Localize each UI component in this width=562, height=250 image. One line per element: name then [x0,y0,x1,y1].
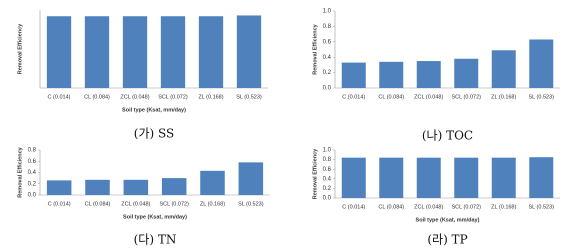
bar [491,50,516,88]
x-tick-label: CL (0.084) [378,94,404,100]
x-tick-label: SL (0.523) [238,201,264,207]
y-tick-label: 0.0 [323,196,332,202]
caption: (라) TP [427,233,467,247]
x-tick-label: SCL (0.072) [452,94,482,100]
x-tick-label: ZCL (0.048) [414,94,443,100]
bar [379,61,404,88]
bar [238,162,264,195]
y-tick-label: 0.8 [28,148,37,154]
caption: (나) TOC [422,129,473,143]
bar [198,16,224,89]
y-tick-label: 0.2 [28,181,37,187]
x-tick-label: C (0.014) [48,201,71,207]
x-tick-label: ZL (0.168) [491,204,516,210]
bar [161,178,187,195]
bar [160,16,186,89]
x-tick-label: C (0.014) [342,204,365,210]
y-tick-label: 0.8 [323,24,332,30]
bar [416,61,441,88]
y-tick-label: 1.0 [323,9,332,15]
x-tick-label: CL (0.084) [85,201,111,207]
bar [454,58,479,88]
y-tick-label: 0.2 [323,186,332,192]
bar [529,39,554,88]
x-tick-label: SL (0.523) [529,94,555,100]
y-tick-label: 0.4 [323,55,332,61]
x-tick-label: C (0.014) [48,94,71,100]
y-tick-label: 0.0 [323,86,332,92]
y-axis-label: Removal Efficiency [312,23,318,74]
x-tick-label: CL (0.084) [378,204,404,210]
y-tick-label: 0.4 [323,176,332,182]
y-axis-label: Removal Efficiency [312,148,318,199]
x-tick-label: ZCL (0.048) [414,204,443,210]
y-tick-label: 0.0 [28,193,37,199]
bar [85,179,110,195]
y-axis-label: Removal Efficiency [17,146,23,197]
y-axis-label: Removal Efficiency [17,23,23,74]
y-tick-label: 0.6 [28,159,37,165]
x-tick-label: ZL (0.168) [198,94,223,100]
x-tick-label: C (0.014) [342,94,365,100]
y-tick-label: 0.2 [323,70,332,76]
bar [236,15,262,89]
x-tick-label: ZCL (0.048) [120,94,149,100]
bar [454,157,479,198]
x-tick-label: ZL (0.168) [491,94,516,100]
bar [84,16,110,89]
x-axis-label: Soil type (Ksat, mm/day) [123,214,187,220]
bar [122,16,148,89]
bar [341,62,366,88]
y-tick-label: 0.6 [323,39,332,45]
x-tick-label: ZCL (0.048) [121,201,150,207]
y-tick-label: 1.0 [323,148,332,154]
bar [123,179,149,195]
x-tick-label: SL (0.523) [529,204,555,210]
y-tick-label: 0.4 [28,170,37,176]
y-tick-label: 0.6 [323,167,332,173]
y-tick-label: 0.8 [323,157,332,163]
caption: (가) SS [134,127,174,141]
bar [491,157,516,198]
bar [200,170,225,195]
x-tick-label: CL (0.084) [84,94,110,100]
bar [46,16,72,89]
x-tick-label: SCL (0.072) [452,204,482,210]
bar [416,157,441,198]
bar [529,157,554,198]
x-tick-label: SCL (0.072) [158,94,188,100]
bar [46,180,72,195]
x-tick-label: SCL (0.072) [159,201,189,207]
x-tick-label: ZL (0.168) [200,201,225,207]
x-axis-label: Soil type (Ksat, mm/day) [416,217,480,223]
caption: (다) TN [134,233,177,247]
bar [379,157,404,198]
bar [341,157,366,198]
x-axis-label: Soil type (Ksat, mm/day) [122,107,186,113]
x-tick-label: SL (0.523) [236,94,262,100]
